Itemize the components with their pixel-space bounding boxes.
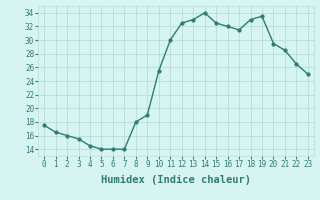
- X-axis label: Humidex (Indice chaleur): Humidex (Indice chaleur): [101, 175, 251, 185]
